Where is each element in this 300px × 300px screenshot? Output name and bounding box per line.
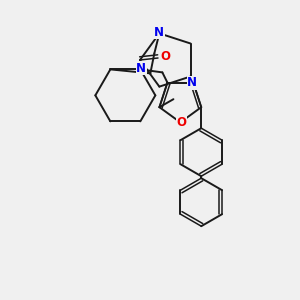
Text: O: O [176,116,186,129]
Text: N: N [187,76,197,89]
Text: O: O [160,50,170,64]
Text: N: N [154,26,164,39]
Text: N: N [136,62,146,75]
